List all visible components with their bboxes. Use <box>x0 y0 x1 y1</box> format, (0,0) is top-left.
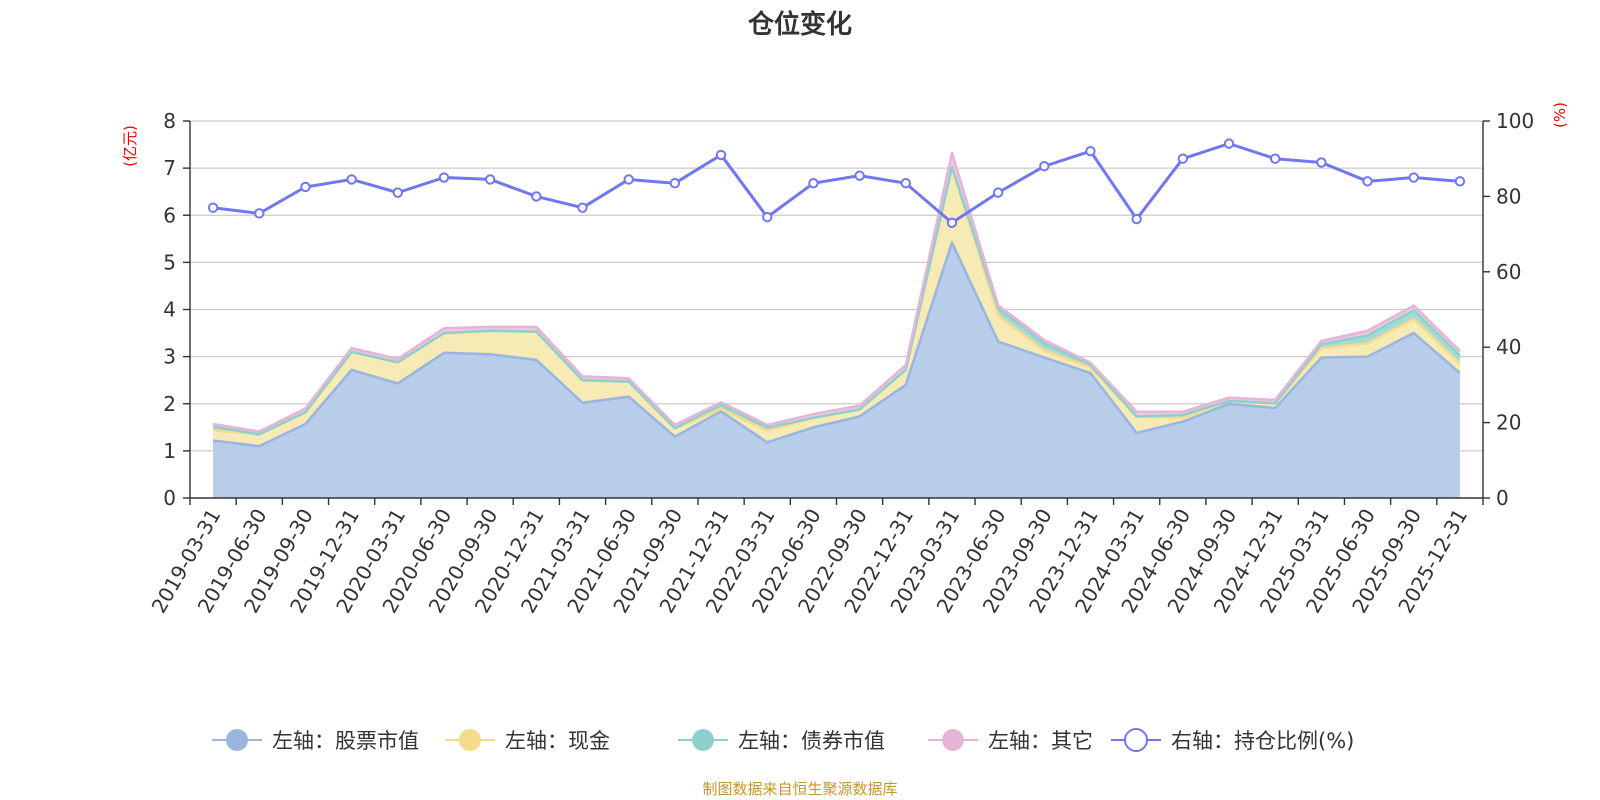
ratio-point <box>669 178 681 189</box>
ratio-point <box>1177 153 1189 164</box>
legend-item[interactable]: 左轴：债券市值 <box>678 729 885 753</box>
ratio-point <box>946 217 958 228</box>
legend-label: 左轴：债券市值 <box>738 729 885 753</box>
legend-label: 右轴：持仓比例(%) <box>1171 729 1354 753</box>
area-edge-左轴：债券市值 <box>212 165 1461 436</box>
ratio-point <box>715 149 727 161</box>
ratio-line <box>212 142 1461 225</box>
right-axis-unit: (%) <box>1551 102 1569 128</box>
legend-marker-icon <box>692 729 714 751</box>
left-axis-tick-label: 7 <box>163 156 176 180</box>
ratio-point <box>623 174 634 185</box>
right-axis-tick-label: 100 <box>1496 109 1534 133</box>
ratio-point <box>1362 176 1373 187</box>
ratio-point <box>392 187 404 198</box>
ratio-point <box>438 172 450 183</box>
area-edge-左轴：股票市值 <box>212 241 1461 448</box>
left-axis-tick-label: 6 <box>163 203 176 227</box>
area-edge-左轴：其它 <box>212 151 1461 433</box>
right-axis-tick-label: 60 <box>1496 260 1521 284</box>
legend-label: 左轴：其它 <box>988 729 1093 753</box>
ratio-point <box>762 211 773 223</box>
right-axis-tick-label: 80 <box>1496 184 1521 208</box>
ratio-point <box>346 174 357 185</box>
legend-item[interactable]: 左轴：其它 <box>928 729 1093 753</box>
legend-marker-icon <box>1124 728 1148 752</box>
left-axis-tick-label: 5 <box>163 250 176 274</box>
left-axis-tick-label: 2 <box>163 392 176 416</box>
legend-marker-icon <box>942 729 964 751</box>
legend: 左轴：股票市值 左轴：现金 左轴：债券市值 左轴：其它 右轴：持仓比例(%) <box>212 728 1354 753</box>
area-左轴：股票市值 <box>213 242 1460 498</box>
legend-label: 左轴：股票市值 <box>272 729 419 753</box>
legend-item[interactable]: 左轴：现金 <box>445 729 610 753</box>
ratio-point <box>1454 176 1466 187</box>
ratio-point <box>207 202 219 213</box>
right-axis-tick-label: 0 <box>1496 486 1509 510</box>
ratio-point <box>808 178 819 189</box>
ratio-point <box>577 202 588 213</box>
ratio-point <box>1085 145 1096 157</box>
left-axis-unit: (亿元) <box>121 125 139 167</box>
left-axis-tick-label: 4 <box>163 298 176 322</box>
source-note: 制图数据来自恒生聚源数据库 <box>702 780 897 798</box>
ratio-point <box>531 191 542 202</box>
legend-label: 左轴：现金 <box>505 729 610 753</box>
ratio-point <box>1269 153 1281 164</box>
left-axis-tick-label: 0 <box>163 486 176 510</box>
legend-marker-icon <box>226 729 248 751</box>
ratio-line-series <box>207 138 1466 228</box>
ratio-point <box>254 208 265 219</box>
stacked-areas <box>212 151 1461 499</box>
ratio-point <box>1223 138 1235 149</box>
ratio-point <box>484 174 496 185</box>
legend-item[interactable]: 左轴：股票市值 <box>212 729 419 753</box>
ratio-point <box>1316 157 1327 168</box>
ratio-point <box>900 178 911 189</box>
right-axis-tick-label: 20 <box>1496 411 1521 435</box>
ratio-point <box>1131 213 1142 225</box>
ratio-point <box>1408 172 1419 183</box>
ratio-point <box>854 170 865 181</box>
left-axis-tick-label: 3 <box>163 345 176 369</box>
ratio-point <box>992 187 1004 198</box>
left-axis-tick-label: 8 <box>163 109 176 133</box>
left-axis-tick-label: 1 <box>163 439 176 463</box>
legend-item[interactable]: 右轴：持仓比例(%) <box>1111 728 1354 753</box>
right-axis-tick-label: 40 <box>1496 335 1521 359</box>
ratio-point <box>300 181 311 193</box>
legend-marker-icon <box>459 729 481 751</box>
chart-title: 仓位变化 <box>747 9 852 40</box>
ratio-point <box>1039 161 1050 172</box>
